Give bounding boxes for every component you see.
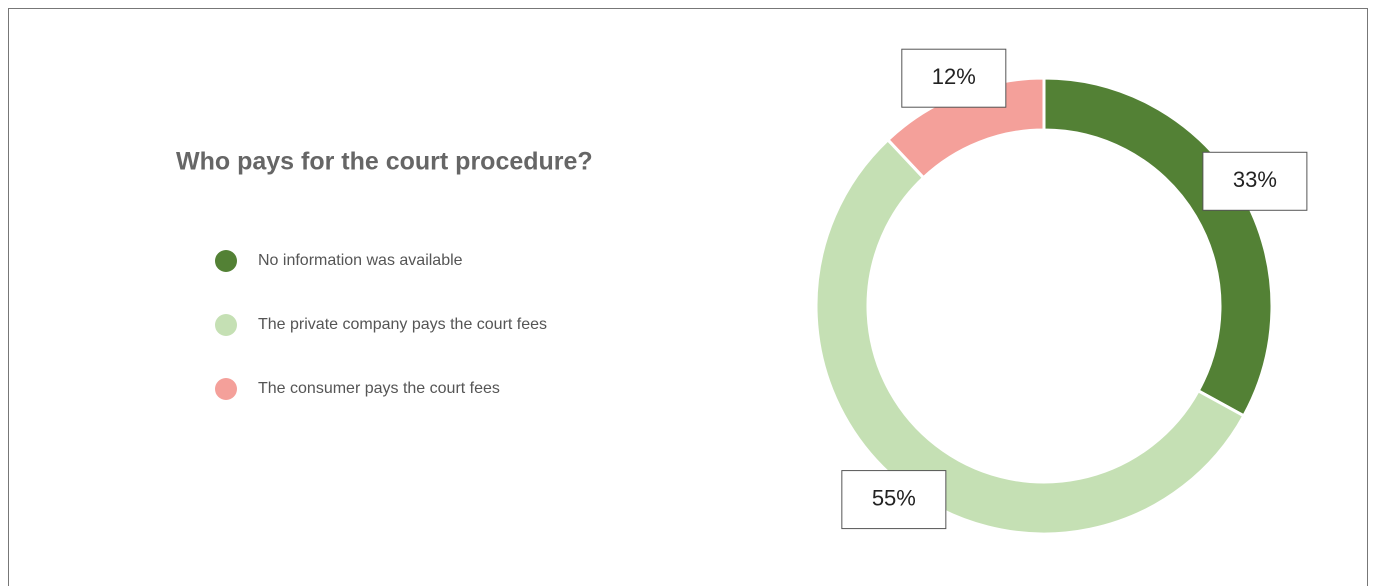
value-label: 12%: [932, 64, 976, 89]
frame: [8, 8, 1368, 586]
chart-title: Who pays for the court procedure?: [176, 148, 593, 176]
value-label: 33%: [1233, 167, 1277, 192]
legend-swatch: [215, 314, 237, 336]
value-label-box: [1202, 151, 1308, 211]
legend-swatch: [215, 250, 237, 272]
legend-label: The consumer pays the court fees: [258, 380, 500, 397]
value-label-box: [901, 48, 1007, 108]
donut-slice: [1042, 76, 1274, 418]
legend-label: No information was available: [258, 252, 463, 269]
legend-swatch: [215, 378, 237, 400]
donut-slice: [814, 137, 1246, 536]
legend-label: The private company pays the court fees: [258, 316, 547, 333]
value-label-box: [841, 470, 947, 530]
value-label: 55%: [872, 485, 916, 510]
